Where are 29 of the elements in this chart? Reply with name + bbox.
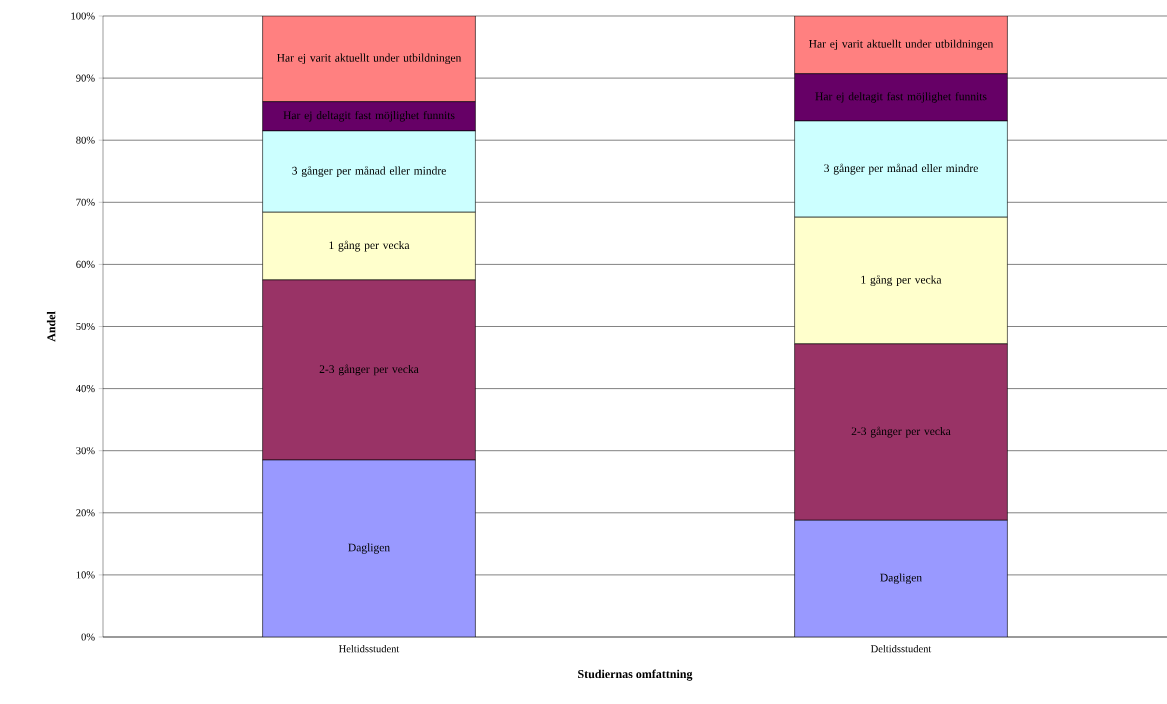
y-tick-label: 70% [76, 198, 95, 206]
y-tick-label: 60% [76, 260, 95, 268]
series-label: 3 gånger per månad eller mindre [292, 166, 446, 177]
y-tick-label: 10% [76, 571, 95, 579]
series-label: Har ej varit aktuellt under utbildningen [277, 53, 462, 65]
text: Dagligen [348, 543, 390, 554]
y-tick-label: 50% [76, 322, 95, 331]
y-tick-label: 30% [76, 447, 95, 455]
x-tick-label: Heltidsstudent [338, 644, 400, 653]
text: 2-3 gånger per vecka [851, 426, 951, 438]
bar [262, 459, 476, 637]
y-tick-label: 20% [76, 509, 95, 517]
y-tick-label: 90% [76, 74, 95, 82]
series-label: 1 gång per vecka [329, 240, 410, 252]
y-tick-label: 80% [76, 136, 95, 144]
bar [794, 519, 1008, 637]
y-axis-title: Andel [46, 311, 56, 342]
series-label: 2-3 gånger per vecka [319, 364, 419, 376]
text: Har ej deltagit fast möjlighet funnits [815, 92, 987, 103]
text: 3 gånger per månad eller mindre [824, 163, 978, 175]
y-tick-label: 100% [71, 12, 95, 20]
series-label: Har ej deltagit fast möjlighet funnits [283, 111, 455, 122]
y-tick-label: 0% [81, 633, 95, 641]
x-axis-title: Studiernas omfattning [578, 669, 693, 681]
y-tick-label: 40% [76, 385, 95, 393]
x-tick-label: Deltidsstudent [870, 644, 932, 653]
series-label: Dagligen [880, 573, 922, 584]
text: Har ej varit aktuellt under utbildningen [809, 39, 994, 51]
text: 1 gång per vecka [861, 275, 942, 286]
